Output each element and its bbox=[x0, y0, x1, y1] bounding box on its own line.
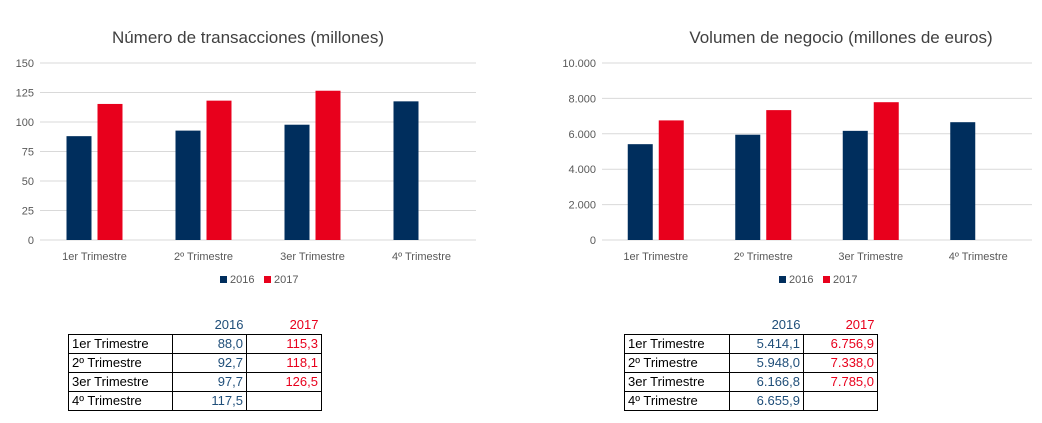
legend-swatch-2017 bbox=[264, 276, 271, 283]
bar-2017-3 bbox=[873, 102, 899, 240]
x-tick-label: 1er Trimestre bbox=[623, 251, 688, 263]
header-2016: 2016 bbox=[771, 316, 801, 332]
header-2017: 2017 bbox=[289, 316, 319, 332]
value-2017: 126,5 bbox=[246, 371, 322, 392]
y-tick-label: 75 bbox=[22, 147, 34, 159]
table-row: 1er Trimestre 5.414,1 6.756,9 bbox=[624, 333, 878, 354]
table-row: 3er Trimestre 97,7 126,5 bbox=[68, 371, 322, 392]
bar-2017-3 bbox=[315, 90, 341, 240]
value-2016: 6.655,9 bbox=[729, 390, 804, 411]
x-tick-label: 2º Trimestre bbox=[174, 251, 233, 263]
row-label: 4º Trimestre bbox=[624, 390, 730, 411]
y-tick-label: 150 bbox=[16, 58, 34, 70]
legend-swatch-2016 bbox=[779, 276, 786, 283]
bar-2016-2 bbox=[175, 130, 201, 240]
value-2017: 7.785,0 bbox=[803, 371, 878, 392]
x-tick-label: 3er Trimestre bbox=[838, 251, 903, 263]
row-label: 1er Trimestre bbox=[624, 333, 730, 354]
y-tick-label: 4.000 bbox=[568, 164, 596, 176]
x-tick-label: 3er Trimestre bbox=[280, 251, 345, 263]
table-header-row: 2016 2017 bbox=[625, 315, 878, 334]
y-tick-label: 8.000 bbox=[568, 93, 596, 105]
bar-2016-2 bbox=[735, 134, 761, 240]
bar-2016-3 bbox=[842, 130, 868, 240]
legend-swatch-2017 bbox=[823, 276, 830, 283]
business-volume-chart: Volumen de negocio (millones de euros) 0 2… bbox=[562, 28, 1032, 286]
y-tick-label: 125 bbox=[16, 88, 34, 100]
bar-2017-1 bbox=[97, 103, 123, 240]
y-tick-label: 0 bbox=[28, 235, 34, 247]
bar-2017-1 bbox=[658, 120, 684, 240]
y-tick-label: 10.000 bbox=[562, 58, 596, 70]
row-label: 3er Trimestre bbox=[68, 371, 173, 392]
bar-2017-2 bbox=[206, 100, 232, 240]
value-2017: 6.756,9 bbox=[803, 333, 878, 354]
row-label: 2º Trimestre bbox=[68, 352, 173, 373]
value-2017 bbox=[246, 390, 322, 411]
bar-2016-4 bbox=[950, 122, 976, 240]
chart-title: Volumen de negocio (millones de euros) bbox=[689, 28, 992, 47]
legend-label-2017: 2017 bbox=[274, 274, 298, 286]
row-label: 1er Trimestre bbox=[68, 333, 173, 354]
value-2016: 5.414,1 bbox=[729, 333, 804, 354]
value-2016: 97,7 bbox=[172, 371, 247, 392]
x-tick-label: 1er Trimestre bbox=[62, 251, 127, 263]
bar-2016-3 bbox=[284, 124, 310, 240]
bar-2016-1 bbox=[627, 144, 653, 240]
bar-2016-4 bbox=[393, 101, 419, 240]
table-header-row: 2016 2017 bbox=[69, 315, 322, 334]
row-label: 3er Trimestre bbox=[624, 371, 730, 392]
legend-label-2016: 2016 bbox=[789, 274, 813, 286]
value-2017: 7.338,0 bbox=[803, 352, 878, 373]
legend-label-2016: 2016 bbox=[230, 274, 254, 286]
bar-2016-1 bbox=[66, 136, 92, 240]
x-tick-label: 2º Trimestre bbox=[734, 251, 793, 263]
x-tick-label: 4º Trimestre bbox=[949, 251, 1008, 263]
header-2017: 2017 bbox=[845, 316, 875, 332]
value-2017: 115,3 bbox=[246, 333, 322, 354]
y-tick-label: 50 bbox=[22, 176, 34, 188]
business-volume-table: 2016 2017 1er Trimestre 5.414,1 6.756,9 … bbox=[624, 315, 878, 411]
row-label: 4º Trimestre bbox=[68, 390, 173, 411]
table-row: 2º Trimestre 5.948,0 7.338,0 bbox=[624, 352, 878, 373]
table-row: 2º Trimestre 92,7 118,1 bbox=[68, 352, 322, 373]
legend-label-2017: 2017 bbox=[833, 274, 857, 286]
table-row: 1er Trimestre 88,0 115,3 bbox=[68, 333, 322, 354]
value-2016: 92,7 bbox=[172, 352, 247, 373]
y-tick-label: 100 bbox=[16, 117, 34, 129]
table-row: 4º Trimestre 6.655,9 bbox=[624, 390, 878, 411]
value-2017 bbox=[803, 390, 878, 411]
bar-2017-2 bbox=[766, 110, 792, 240]
y-tick-label: 25 bbox=[22, 206, 34, 218]
legend-swatch-2016 bbox=[220, 276, 227, 283]
table-row: 4º Trimestre 117,5 bbox=[68, 390, 322, 411]
value-2016: 5.948,0 bbox=[729, 352, 804, 373]
value-2016: 88,0 bbox=[172, 333, 247, 354]
value-2016: 117,5 bbox=[172, 390, 247, 411]
x-tick-label: 4º Trimestre bbox=[392, 251, 451, 263]
chart-title: Número de transacciones (millones) bbox=[112, 28, 384, 47]
transactions-table: 2016 2017 1er Trimestre 88,0 115,3 2º Tr… bbox=[68, 315, 322, 411]
row-label: 2º Trimestre bbox=[624, 352, 730, 373]
y-tick-label: 6.000 bbox=[568, 129, 596, 141]
value-2016: 6.166,8 bbox=[729, 371, 804, 392]
value-2017: 118,1 bbox=[246, 352, 322, 373]
table-row: 3er Trimestre 6.166,8 7.785,0 bbox=[624, 371, 878, 392]
y-tick-label: 2.000 bbox=[568, 200, 596, 212]
y-tick-label: 0 bbox=[590, 235, 596, 247]
header-2016: 2016 bbox=[214, 316, 244, 332]
transactions-chart: Número de transacciones (millones) 0 25 50 7… bbox=[16, 28, 476, 286]
